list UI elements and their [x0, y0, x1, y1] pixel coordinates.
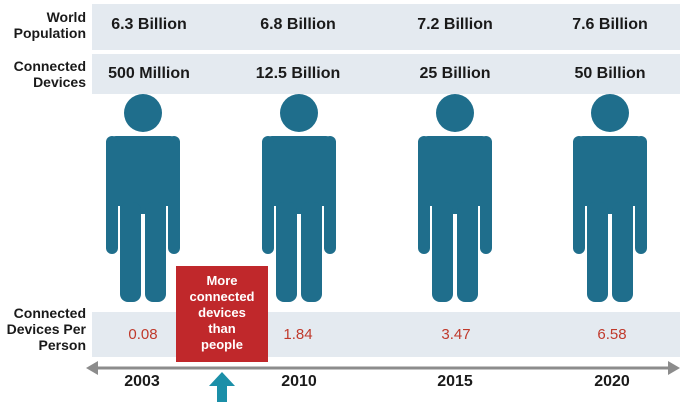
callout-line: people [201, 337, 243, 352]
world-population-band [92, 4, 680, 50]
up-arrow-icon [209, 372, 235, 402]
devices-per-person-value: 0.08 [128, 326, 158, 343]
person-icon [573, 94, 647, 302]
person-icon [106, 94, 180, 302]
world-population-value: 6.8 Billion [260, 16, 336, 33]
devices-per-person-value: 3.47 [441, 326, 471, 343]
crossover-callout: More connected devices than people [176, 266, 268, 362]
world-population-value: 7.6 Billion [572, 16, 648, 33]
timeline-arrow-icon [86, 361, 680, 375]
world-population-value: 6.3 Billion [111, 16, 187, 33]
devices-per-person-value: 6.58 [597, 326, 627, 343]
connected-devices-band [92, 54, 680, 94]
connected-devices-value: 50 Billion [574, 65, 646, 82]
year-label: 2015 [437, 373, 473, 390]
connected-devices-value: 25 Billion [419, 65, 491, 82]
year-label: 2010 [281, 373, 317, 390]
person-icon [262, 94, 336, 302]
callout-line: devices [198, 305, 246, 320]
year-label: 2020 [594, 373, 630, 390]
connected-devices-value: 500 Million [108, 65, 190, 82]
world-population-value: 7.2 Billion [417, 16, 493, 33]
connected-devices-value: 12.5 Billion [255, 65, 341, 82]
row-label-connected-devices: Connected Devices [13, 58, 86, 90]
year-label: 2003 [124, 373, 160, 390]
person-icon [418, 94, 492, 302]
row-label-devices-per-person: Connected Devices Per Person [6, 305, 86, 353]
callout-line: More [206, 273, 238, 288]
devices-per-person-value: 1.84 [283, 326, 313, 343]
callout-line: connected [189, 289, 255, 304]
row-label-world-population: World Population [13, 9, 86, 41]
callout-line: than [208, 321, 236, 336]
